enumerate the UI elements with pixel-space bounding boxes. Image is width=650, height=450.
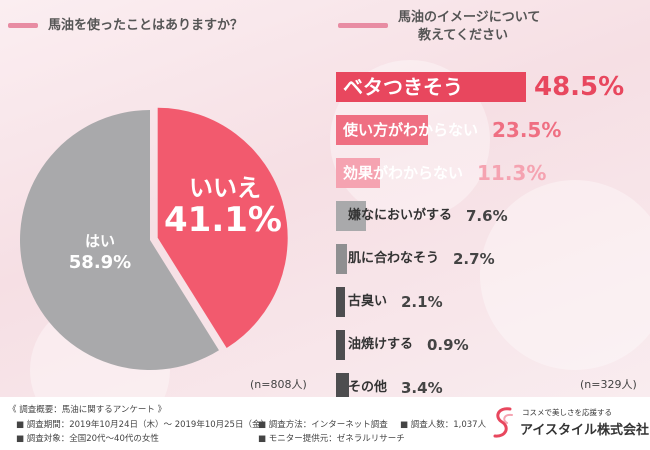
bar-mark <box>336 201 366 231</box>
survey-heading: 《 調査概要：馬油に関するアンケート 》 <box>8 405 167 415</box>
bar-category-label: 肌に合わなそう <box>348 251 440 266</box>
pie-label-yes: はい <box>84 232 115 250</box>
bar-mark <box>336 244 347 274</box>
survey-target: ■ 調査対象：全国20代～40代の女性 <box>16 434 159 444</box>
bar-value-label: 7.6% <box>466 207 508 225</box>
survey-footer: 《 調査概要：馬油に関するアンケート 》 ■ 調査期間：2019年10月24日（… <box>0 397 650 450</box>
pie-slice-yes <box>19 110 219 370</box>
bar-value-label: 11.3% <box>477 161 547 185</box>
bar-mark <box>336 330 345 360</box>
bar-value-label: 23.5% <box>492 118 562 142</box>
bar-row: 古臭い 2.1% <box>336 285 646 319</box>
bar-value-label: 48.5% <box>534 72 625 102</box>
bar-row: その他 3.4% <box>336 371 646 405</box>
question-marker <box>338 23 388 28</box>
bar-mark <box>336 158 381 188</box>
pie-slice-no <box>157 107 288 348</box>
bar-value-label: 2.7% <box>453 250 495 268</box>
bar-n-label: (n=329人) <box>580 378 637 391</box>
bar-value-label: 0.9% <box>427 336 469 354</box>
bar-value-label: 2.1% <box>401 293 443 311</box>
pie-chart: いいえ 41.1% はい 58.9% <box>0 80 330 400</box>
bar-row: 油焼けする 0.9% <box>336 328 646 362</box>
bar-category-label: その他 <box>348 380 388 395</box>
company-logo-icon <box>493 407 513 438</box>
pie-chart-svg <box>19 107 288 370</box>
question-marker <box>8 23 38 28</box>
pie-label-no: いいえ <box>189 174 261 202</box>
bar-row: 効果がわからない 11.3% <box>336 156 646 190</box>
survey-count: ■ 調査人数：1,037人 <box>400 420 487 430</box>
bar-category-label: 効果がわからない <box>343 164 464 182</box>
survey-method: ■ 調査方法：インターネット調査 <box>258 420 388 430</box>
bar-row: 嫌なにおいがする 7.6% <box>336 199 646 233</box>
question-1-title: 馬油を使ったことはありますか？ <box>48 18 244 33</box>
bar-mark <box>336 72 526 102</box>
bar-value-label: 3.4% <box>401 379 443 397</box>
bar-category-label: ベタつきそう <box>343 75 463 99</box>
question-2-title-line2: 教えてください <box>418 28 508 43</box>
bar-row: 使い方がわからない 23.5% <box>336 113 646 147</box>
company-tagline: コスメで美しさを応援する <box>522 408 612 417</box>
bar-mark <box>336 373 350 403</box>
question-2-title-line1: 馬油のイメージについて <box>398 10 541 25</box>
bar-category-label: 嫌なにおいがする <box>348 208 453 223</box>
bar-row: 肌に合わなそう 2.7% <box>336 242 646 276</box>
pie-n-label: (n=808人) <box>250 378 307 391</box>
bar-category-label: 使い方がわからない <box>343 121 479 139</box>
survey-provider: ■ モニター提供元：ゼネラルリサーチ <box>258 434 405 444</box>
pie-value-no: 41.1% <box>164 200 282 240</box>
pie-value-yes: 58.9% <box>68 252 132 273</box>
bar-mark <box>336 115 429 145</box>
company-name: アイスタイル株式会社 <box>520 423 649 438</box>
bar-mark <box>336 287 345 317</box>
survey-period: ■ 調査期間：2019年10月24日（木）～ 2019年10月25日（金） <box>16 420 269 430</box>
bar-row: ベタつきそう 48.5% <box>336 70 646 104</box>
background-flower <box>480 180 650 370</box>
bar-category-label: 古臭い <box>348 294 388 309</box>
bar-category-label: 油焼けする <box>348 337 414 352</box>
